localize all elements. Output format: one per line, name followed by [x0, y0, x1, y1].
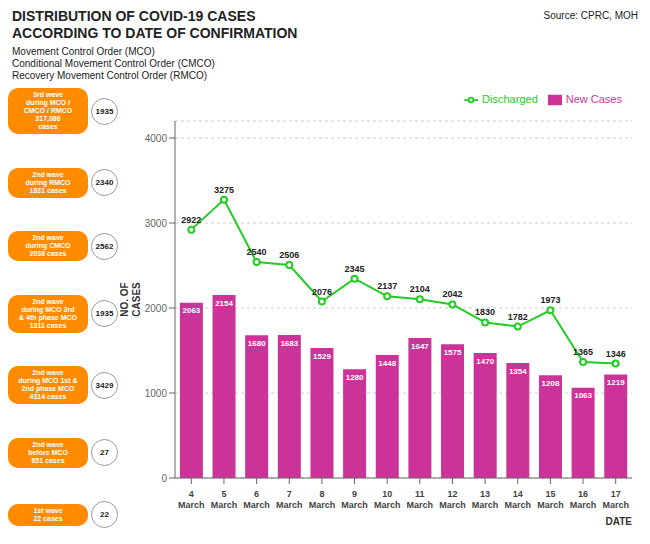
svg-text:6March: 6March: [243, 489, 270, 510]
svg-text:2137: 2137: [377, 281, 397, 291]
svg-text:12March: 12March: [439, 489, 466, 510]
html-text:22: 22: [100, 510, 109, 519]
svg-text:2922: 2922: [181, 215, 201, 225]
svg-text:4March: 4March: [178, 489, 205, 510]
html-text:1st wave 22 cases: 1st wave 22 cases: [33, 506, 63, 522]
html-text:3rd wave during MCO / CMCO / R: 3rd wave during MCO / CMCO / RMCO 317,08…: [23, 91, 73, 130]
svg-text:14March: 14March: [504, 489, 531, 510]
svg-text:DATE: DATE: [606, 516, 633, 527]
svg-text:3000: 3000: [145, 218, 168, 229]
svg-text:3275: 3275: [214, 185, 234, 195]
html-text:2nd wave before MCO 651 cases: 2nd wave before MCO 651 cases: [28, 440, 68, 464]
svg-text:2063: 2063: [182, 306, 200, 315]
svg-text:2042: 2042: [442, 289, 462, 299]
svg-text:2104: 2104: [410, 284, 430, 294]
svg-text:2076: 2076: [312, 287, 332, 297]
svg-text:1346: 1346: [606, 349, 626, 359]
svg-text:1470: 1470: [476, 357, 494, 366]
svg-text:2345: 2345: [345, 264, 365, 274]
svg-text:15March: 15March: [537, 489, 564, 510]
html-text:2nd wave during RMCO 1831 case: 2nd wave during RMCO 1831 cases: [25, 170, 71, 194]
svg-text:1647: 1647: [411, 342, 429, 351]
svg-text:2540: 2540: [247, 247, 267, 257]
svg-text:7March: 7March: [276, 489, 303, 510]
svg-text:4000: 4000: [145, 133, 168, 144]
svg-text:2000: 2000: [145, 303, 168, 314]
svg-text:1830: 1830: [475, 307, 495, 317]
svg-text:1529: 1529: [313, 352, 331, 361]
svg-text:2154: 2154: [215, 299, 233, 308]
html-text:Source: CPRC, MOH: Source: CPRC, MOH: [543, 10, 638, 21]
svg-text:16March: 16March: [570, 489, 597, 510]
svg-text:5March: 5March: [211, 489, 238, 510]
svg-text:1208: 1208: [542, 379, 560, 388]
svg-text:1683: 1683: [280, 339, 298, 348]
html-text:Movement Control Order (MCO) C: Movement Control Order (MCO) Conditional…: [12, 46, 215, 81]
svg-text:0: 0: [161, 473, 167, 484]
svg-text:1063: 1063: [574, 391, 592, 400]
html-text:27: 27: [100, 448, 109, 457]
html-text:2nd wave during MCO 1st & 2nd: 2nd wave during MCO 1st & 2nd phase MCO …: [18, 369, 78, 400]
svg-text:1365: 1365: [573, 347, 593, 357]
svg-text:1354: 1354: [509, 367, 527, 376]
html-text:2562: 2562: [95, 241, 114, 251]
html-text:New Cases: New Cases: [565, 93, 622, 105]
svg-text:1575: 1575: [444, 348, 462, 357]
html-text:2nd wave during CMCO 2038 case: 2nd wave during CMCO 2038 cases: [25, 234, 71, 257]
svg-text:17March: 17March: [602, 489, 629, 510]
svg-text:13March: 13March: [472, 489, 499, 510]
svg-text:1973: 1973: [540, 295, 560, 305]
svg-text:2506: 2506: [279, 250, 299, 260]
svg-text:1680: 1680: [248, 339, 266, 348]
svg-text:1000: 1000: [145, 388, 168, 399]
svg-text:9March: 9March: [341, 489, 368, 510]
svg-text:1219: 1219: [607, 378, 625, 387]
svg-text:11March: 11March: [407, 489, 434, 510]
html-text:1935: 1935: [95, 309, 114, 318]
html-text:2340: 2340: [95, 178, 114, 187]
svg-text:NO. OFCASES: NO. OFCASES: [120, 282, 142, 317]
svg-text:1782: 1782: [508, 312, 528, 322]
html-text:DISTRIBUTION OF COVID-19 CASES: DISTRIBUTION OF COVID-19 CASES ACCORDING…: [12, 8, 298, 41]
html-text:1935: 1935: [95, 106, 114, 116]
svg-text:10March: 10March: [374, 489, 401, 510]
svg-text:1280: 1280: [346, 373, 364, 382]
html-text:3429: 3429: [95, 380, 114, 390]
svg-text:8March: 8March: [309, 489, 336, 510]
html-text:2nd wave during MCO 3rd & 4th: 2nd wave during MCO 3rd & 4th phase MCO …: [19, 297, 77, 329]
html-text:Discharged: Discharged: [482, 93, 538, 105]
svg-text:1448: 1448: [378, 359, 396, 368]
